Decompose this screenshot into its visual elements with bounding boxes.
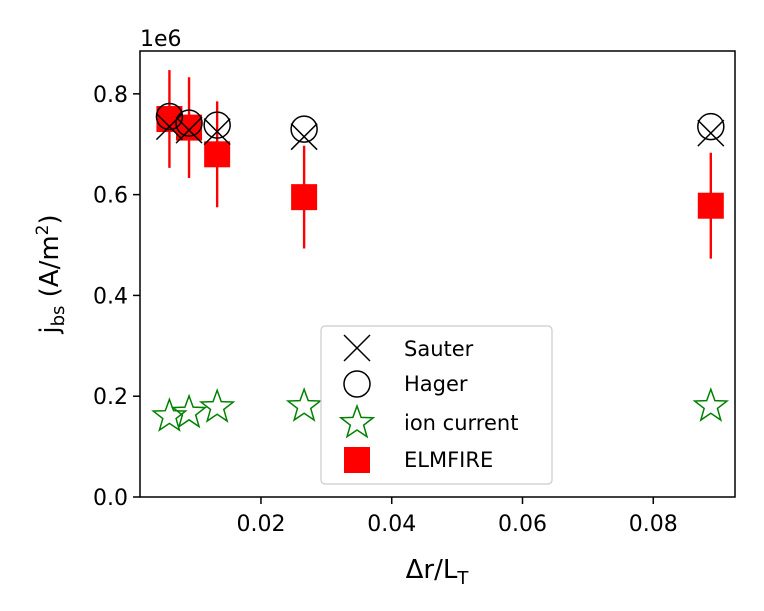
data-point — [151, 397, 188, 432]
data-point — [697, 192, 724, 219]
legend-label-ion-current: ion current — [404, 411, 518, 435]
data-point — [175, 116, 203, 144]
data-point — [170, 393, 208, 429]
legend-marker-elmfire — [344, 447, 370, 473]
data-point — [198, 388, 236, 423]
y-axis-label-rest: (A/m — [35, 235, 65, 305]
data-point — [290, 123, 318, 151]
data-point-stroke — [155, 113, 183, 141]
plot-frame — [139, 50, 736, 498]
data-point — [175, 109, 203, 137]
y-tick-label: 0.4 — [93, 284, 128, 309]
x-tick-label: 0.04 — [367, 512, 416, 537]
y-tick-label: 0.6 — [93, 184, 128, 209]
x-tick-label: 0.06 — [498, 512, 547, 537]
x-axis-label-main: Δr/L — [406, 555, 458, 585]
data-layer — [151, 70, 730, 432]
y-tick-label: 0.0 — [93, 486, 128, 511]
y-axis: 0.0 0.2 0.4 0.6 0.8 — [93, 83, 140, 511]
data-point-stroke — [290, 123, 318, 151]
legend-entry-elmfire: ELMFIRE — [344, 447, 493, 473]
series-ion-current — [151, 387, 730, 432]
series-sauter — [155, 113, 725, 151]
legend-label-hager: Hager — [404, 372, 468, 396]
y-axis-label-end: ) — [35, 214, 65, 224]
y-axis-label: jbs (A/m2) — [33, 214, 69, 334]
data-point-stroke — [175, 116, 203, 144]
data-point — [203, 111, 231, 139]
data-point — [155, 113, 183, 141]
legend-entry-ion-current: ion current — [338, 403, 518, 439]
data-point — [697, 119, 725, 147]
legend-entry-sauter: Sauter — [343, 334, 474, 362]
legend-marker-hager — [343, 370, 371, 398]
y-tick-label: 0.8 — [93, 83, 128, 108]
legend-frame — [320, 325, 553, 485]
legend-label-elmfire: ELMFIRE — [404, 448, 493, 472]
data-point — [285, 387, 323, 422]
data-point — [290, 115, 318, 143]
y-offset-label: 1e6 — [140, 27, 182, 52]
data-point-stroke — [697, 119, 725, 147]
series-hager — [155, 102, 725, 143]
y-axis-label-subscript: bs — [48, 306, 69, 327]
x-tick-label: 0.02 — [236, 512, 285, 537]
y-axis-label-main: j — [35, 326, 65, 334]
data-point — [697, 112, 725, 141]
x-axis: 0.02 0.04 0.06 0.08 — [236, 497, 678, 537]
data-point — [203, 118, 231, 146]
y-axis-label-superscript: 2 — [33, 225, 53, 236]
x-axis-label: Δr/LT — [406, 555, 470, 589]
data-point — [692, 387, 730, 422]
legend-entry-hager: Hager — [343, 370, 468, 398]
data-point — [155, 102, 184, 131]
data-point — [204, 141, 231, 168]
y-tick-label: 0.2 — [93, 385, 128, 410]
data-point — [291, 184, 318, 211]
x-axis-label-subscript: T — [456, 568, 469, 589]
legend-label-sauter: Sauter — [404, 337, 474, 361]
legend-marker-sauter — [343, 334, 371, 362]
legend-marker-ion-current — [338, 403, 376, 439]
series-elmfire — [156, 70, 724, 259]
x-tick-label: 0.08 — [629, 512, 678, 537]
data-point-stroke — [203, 118, 231, 146]
legend: Sauter Hager ion current ELMFIRE — [320, 325, 553, 485]
